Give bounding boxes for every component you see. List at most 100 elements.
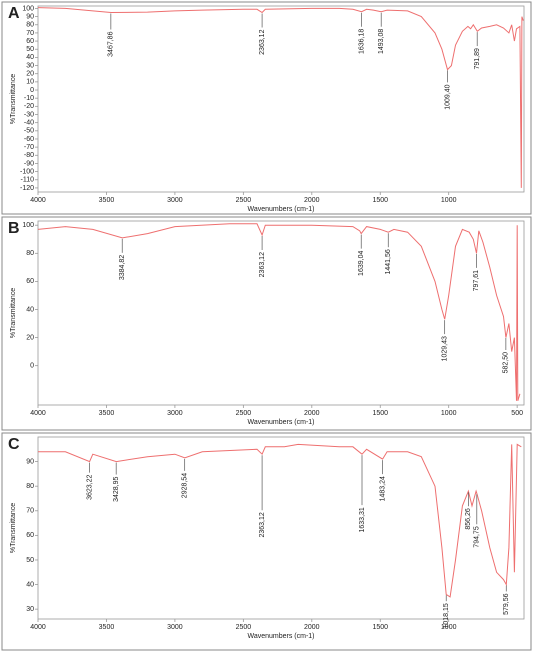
y-tick-label: 60 xyxy=(26,532,34,539)
peak-label: 856,26 xyxy=(465,508,472,530)
peak-label: 1633,31 xyxy=(359,507,366,532)
y-tick-label: -110 xyxy=(21,177,35,184)
y-tick-label: 90 xyxy=(26,458,34,465)
y-tick-label: -80 xyxy=(24,152,34,159)
y-tick-label: -100 xyxy=(20,168,34,175)
peak-label: 1029,43 xyxy=(442,336,449,361)
panel-label: C xyxy=(8,436,20,453)
y-tick-label: -30 xyxy=(24,111,34,118)
panel-label: B xyxy=(8,220,20,237)
y-tick-label: 80 xyxy=(26,250,34,257)
x-tick-label: 2000 xyxy=(304,410,320,417)
y-tick-label: 30 xyxy=(26,606,34,613)
y-tick-label: 0 xyxy=(30,87,34,94)
peak-label: 1018,15 xyxy=(443,603,450,628)
peak-label: 2363,12 xyxy=(259,252,266,277)
x-tick-label: 3500 xyxy=(99,624,115,631)
x-tick-label: 1000 xyxy=(441,624,457,631)
peak-label: 2363,12 xyxy=(259,512,266,537)
peak-label: 3428,95 xyxy=(113,476,120,501)
y-tick-label: 40 xyxy=(26,306,34,313)
y-tick-label: -40 xyxy=(24,120,34,127)
x-tick-label: 500 xyxy=(511,410,523,417)
peak-label: 1636,18 xyxy=(358,29,365,54)
spectrum-line xyxy=(37,223,521,401)
y-tick-label: 20 xyxy=(26,71,34,78)
y-tick-label: -90 xyxy=(24,160,34,167)
y-tick-label: 60 xyxy=(26,38,34,45)
peak-label: 3384,82 xyxy=(119,255,126,280)
y-tick-label: 40 xyxy=(26,581,34,588)
y-tick-label: 50 xyxy=(26,557,34,564)
peak-label: 579,56 xyxy=(503,593,510,615)
x-tick-label: 3000 xyxy=(167,410,183,417)
x-tick-label: 4000 xyxy=(30,624,46,631)
x-tick-label: 3000 xyxy=(167,624,183,631)
y-tick-label: -70 xyxy=(24,144,34,151)
x-tick-label: 1000 xyxy=(441,197,457,204)
y-axis-label: %Transmittance xyxy=(10,74,17,124)
x-tick-label: 2000 xyxy=(304,197,320,204)
y-tick-label: -120 xyxy=(20,185,34,192)
x-tick-label: 2000 xyxy=(304,624,320,631)
peak-label: 3467,86 xyxy=(108,31,115,56)
plot-frame xyxy=(37,220,525,406)
peak-label: 582,50 xyxy=(503,352,510,374)
y-tick-label: 0 xyxy=(30,363,34,370)
panel-frame xyxy=(1,216,532,431)
y-tick-label: -20 xyxy=(24,103,34,110)
x-tick-label: 2500 xyxy=(236,197,252,204)
panel-frame xyxy=(1,1,532,215)
x-tick-label: 1500 xyxy=(372,410,388,417)
peak-label: 2363,12 xyxy=(259,29,266,54)
y-tick-label: 20 xyxy=(26,334,34,341)
plot-frame xyxy=(37,5,525,193)
x-tick-label: 1000 xyxy=(441,410,457,417)
y-tick-label: 90 xyxy=(26,13,34,20)
plot-frame xyxy=(37,436,525,620)
x-tick-label: 4000 xyxy=(30,197,46,204)
x-tick-label: 3500 xyxy=(99,197,115,204)
x-tick-label: 4000 xyxy=(30,410,46,417)
y-tick-label: 30 xyxy=(26,62,34,69)
peak-label: 1009,40 xyxy=(444,84,451,109)
peak-label: 797,61 xyxy=(473,270,480,292)
y-tick-label: 80 xyxy=(26,22,34,29)
y-tick-label: 100 xyxy=(22,222,34,229)
x-axis-label: Wavenumbers (cm-1) xyxy=(247,206,314,213)
x-tick-label: 1500 xyxy=(372,624,388,631)
y-axis-label: %Transmittance xyxy=(10,503,17,553)
x-tick-label: 2500 xyxy=(236,624,252,631)
x-axis-label: Wavenumbers (cm-1) xyxy=(247,633,314,640)
panel-label: A xyxy=(8,5,20,22)
x-tick-label: 3500 xyxy=(99,410,115,417)
y-tick-label: 70 xyxy=(26,30,34,37)
spectrum-line xyxy=(37,7,524,188)
peak-label: 3623,22 xyxy=(86,474,93,499)
x-tick-label: 1500 xyxy=(372,197,388,204)
y-tick-label: 80 xyxy=(26,483,34,490)
y-tick-label: 100 xyxy=(22,5,34,12)
peak-label: 1441,56 xyxy=(385,249,392,274)
peak-label: 1483,24 xyxy=(379,476,386,501)
peak-label: 1639,04 xyxy=(358,251,365,276)
y-tick-label: 50 xyxy=(26,46,34,53)
peak-label: 791,89 xyxy=(474,48,481,70)
spectrum-line xyxy=(38,443,522,598)
peak-label: 2928,54 xyxy=(182,473,189,498)
x-tick-label: 2500 xyxy=(236,410,252,417)
y-axis-label: %Transmittance xyxy=(10,288,17,338)
y-tick-label: 70 xyxy=(26,508,34,515)
x-tick-label: 3000 xyxy=(167,197,183,204)
peak-label: 794,75 xyxy=(474,526,481,548)
x-axis-label: Wavenumbers (cm-1) xyxy=(247,419,314,426)
y-tick-label: 10 xyxy=(26,79,34,86)
peak-label: 1493,08 xyxy=(378,29,385,54)
y-tick-label: -50 xyxy=(24,128,34,135)
y-tick-label: 40 xyxy=(26,54,34,61)
y-tick-label: 60 xyxy=(26,278,34,285)
panel-frame xyxy=(1,432,532,651)
y-tick-label: -10 xyxy=(24,95,34,102)
